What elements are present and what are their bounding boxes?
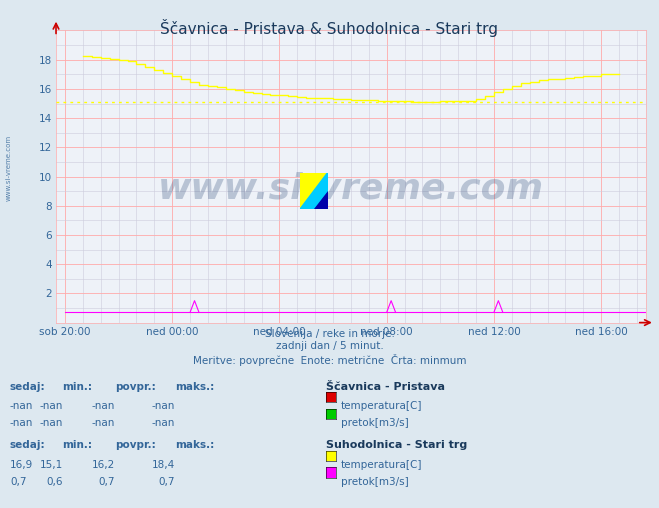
Text: -nan: -nan (92, 401, 115, 411)
Polygon shape (314, 191, 328, 209)
Text: www.si-vreme.com: www.si-vreme.com (158, 171, 544, 205)
Text: 0,7: 0,7 (10, 477, 26, 487)
Text: 18,4: 18,4 (152, 460, 175, 470)
Polygon shape (300, 173, 328, 209)
Text: -nan: -nan (40, 418, 63, 428)
Text: -nan: -nan (152, 418, 175, 428)
Text: -nan: -nan (10, 401, 33, 411)
Text: 0,6: 0,6 (46, 477, 63, 487)
Text: pretok[m3/s]: pretok[m3/s] (341, 418, 409, 428)
Text: temperatura[C]: temperatura[C] (341, 460, 422, 470)
Text: sedaj:: sedaj: (10, 382, 45, 392)
Text: Slovenija / reke in morje.: Slovenija / reke in morje. (264, 329, 395, 339)
Polygon shape (300, 173, 328, 209)
Text: Suhodolnica - Stari trg: Suhodolnica - Stari trg (326, 440, 467, 451)
Text: zadnji dan / 5 minut.: zadnji dan / 5 minut. (275, 341, 384, 352)
Text: 16,9: 16,9 (10, 460, 33, 470)
Text: maks.:: maks.: (175, 382, 214, 392)
Text: www.si-vreme.com: www.si-vreme.com (5, 135, 12, 201)
Text: Ščavnica - Pristava: Ščavnica - Pristava (326, 382, 445, 392)
Text: 0,7: 0,7 (99, 477, 115, 487)
Text: min.:: min.: (63, 382, 93, 392)
Text: -nan: -nan (10, 418, 33, 428)
Text: temperatura[C]: temperatura[C] (341, 401, 422, 411)
Text: -nan: -nan (92, 418, 115, 428)
Text: Ščavnica - Pristava & Suhodolnica - Stari trg: Ščavnica - Pristava & Suhodolnica - Star… (161, 19, 498, 37)
Text: 16,2: 16,2 (92, 460, 115, 470)
Text: 15,1: 15,1 (40, 460, 63, 470)
Text: sedaj:: sedaj: (10, 440, 45, 451)
Text: povpr.:: povpr.: (115, 440, 156, 451)
Text: 0,7: 0,7 (158, 477, 175, 487)
Text: -nan: -nan (40, 401, 63, 411)
Text: Meritve: povprečne  Enote: metrične  Črta: minmum: Meritve: povprečne Enote: metrične Črta:… (192, 354, 467, 366)
Text: povpr.:: povpr.: (115, 382, 156, 392)
Text: min.:: min.: (63, 440, 93, 451)
Text: maks.:: maks.: (175, 440, 214, 451)
Text: pretok[m3/s]: pretok[m3/s] (341, 477, 409, 487)
Text: -nan: -nan (152, 401, 175, 411)
